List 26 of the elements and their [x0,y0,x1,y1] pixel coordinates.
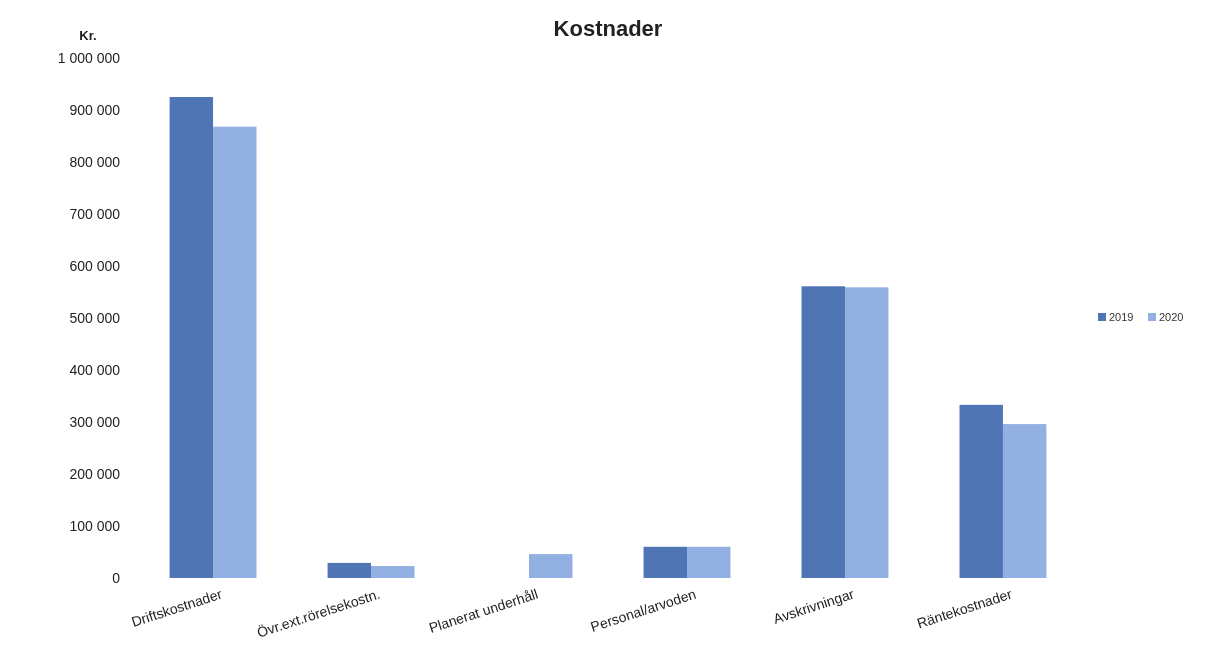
bar [371,566,415,578]
y-tick-label: 200 000 [69,465,121,482]
y-axis-title: Kr. [79,28,97,43]
bar [686,546,731,578]
bar [844,287,889,578]
bar [801,286,845,578]
bar [1002,424,1047,578]
chart-title: Kostnader [553,16,663,41]
y-tick-label: 1 000 000 [57,49,121,66]
bar [643,546,687,578]
bar [169,97,214,578]
y-tick-label: 600 000 [69,257,121,274]
bar [959,404,1003,578]
legend-label: 2020 [1159,311,1184,323]
y-tick-label: 700 000 [69,205,121,222]
y-tick-label: 900 000 [69,101,121,118]
bar [529,554,573,578]
y-tick-label: 100 000 [69,517,121,534]
y-tick-label: 800 000 [69,153,121,170]
bar [327,562,372,578]
bar [213,126,257,578]
y-tick-label: 0 [112,569,121,586]
y-tick-label: 400 000 [69,361,121,378]
legend-label: 2019 [1109,311,1134,323]
y-tick-label: 300 000 [69,413,121,430]
y-tick-label: 500 000 [69,309,121,326]
